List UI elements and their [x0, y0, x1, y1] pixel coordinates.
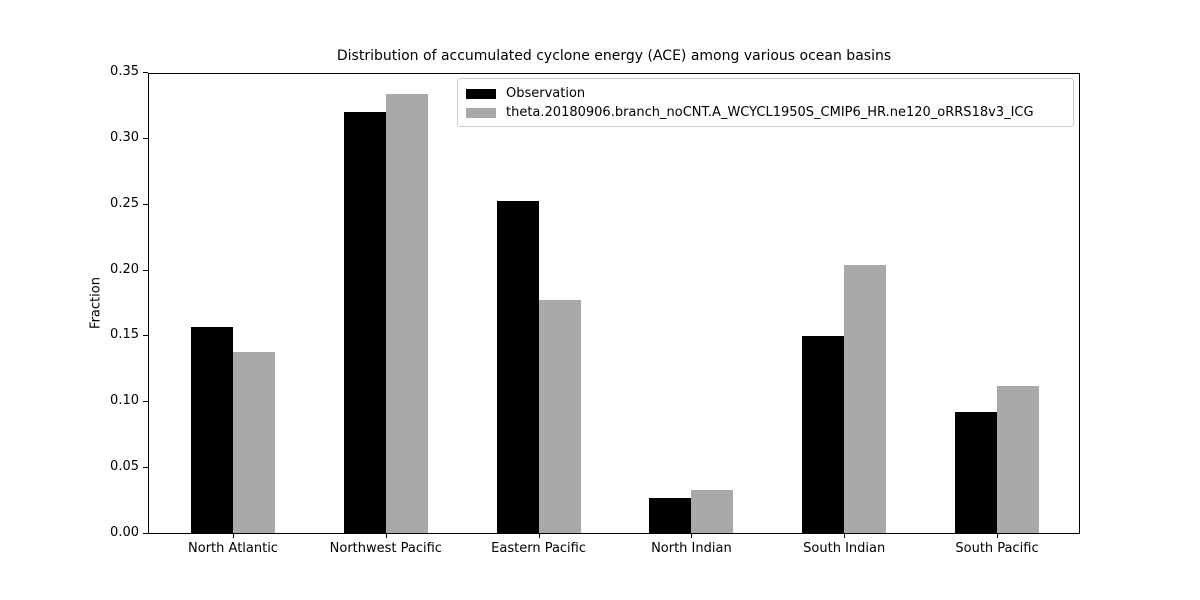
legend-label: Observation — [506, 86, 586, 101]
y-tick-label: 0.15 — [110, 327, 139, 343]
bar-model-1 — [385, 93, 428, 533]
x-tick-mark — [385, 534, 387, 538]
legend-entry-1: theta.20180906.branch_noCNT.A_WCYCL1950S… — [466, 103, 1065, 122]
legend-entry-0: Observation — [466, 84, 1065, 103]
bar-model-5 — [997, 386, 1039, 533]
y-tick-mark — [143, 203, 148, 205]
bar-observation-4 — [802, 336, 845, 533]
x-tick-mark — [691, 534, 693, 538]
bar-observation-0 — [191, 327, 233, 533]
y-axis-label: Fraction — [88, 277, 104, 329]
y-tick-mark — [143, 401, 148, 403]
y-tick-label: 0.25 — [110, 195, 139, 211]
x-tick-label-3: North Indian — [651, 541, 732, 556]
bar-observation-5 — [955, 412, 997, 533]
y-tick-label: 0.05 — [110, 459, 139, 475]
legend-swatch-icon — [466, 107, 496, 118]
y-tick-label: 0.10 — [110, 393, 139, 409]
y-tick-label: 0.30 — [110, 129, 139, 145]
legend: Observation theta.20180906.branch_noCNT.A… — [457, 78, 1074, 127]
legend-label: theta.20180906.branch_noCNT.A_WCYCL1950S… — [506, 105, 1034, 120]
bar-model-3 — [691, 489, 734, 533]
y-tick-mark — [143, 137, 148, 139]
x-tick-label-4: South Indian — [803, 541, 886, 556]
x-tick-label-0: North Atlantic — [188, 541, 278, 556]
y-tick-mark — [143, 533, 148, 534]
x-tick-label-5: South Pacific — [955, 541, 1039, 556]
y-tick-label: 0.00 — [110, 525, 139, 540]
x-tick-mark — [538, 534, 540, 538]
y-tick-mark — [143, 269, 148, 271]
bar-observation-3 — [649, 497, 692, 533]
x-tick-mark — [233, 534, 234, 538]
bar-model-4 — [844, 265, 887, 533]
x-tick-mark — [844, 534, 846, 538]
bar-model-0 — [233, 352, 275, 533]
plot-area — [148, 73, 1080, 534]
legend-swatch-icon — [466, 88, 496, 99]
y-tick-mark — [143, 335, 148, 337]
y-tick-mark — [143, 72, 148, 73]
x-tick-label-1: Northwest Pacific — [329, 541, 442, 556]
bar-model-2 — [538, 299, 581, 533]
y-tick-label: 0.20 — [110, 261, 139, 277]
x-tick-label-2: Eastern Pacific — [491, 541, 587, 556]
bar-observation-2 — [496, 201, 539, 533]
bar-observation-1 — [343, 112, 386, 533]
y-tick-mark — [143, 467, 148, 469]
y-tick-label: 0.35 — [110, 64, 139, 79]
x-tick-mark — [997, 534, 998, 538]
chart-title: Distribution of accumulated cyclone ener… — [336, 48, 892, 64]
